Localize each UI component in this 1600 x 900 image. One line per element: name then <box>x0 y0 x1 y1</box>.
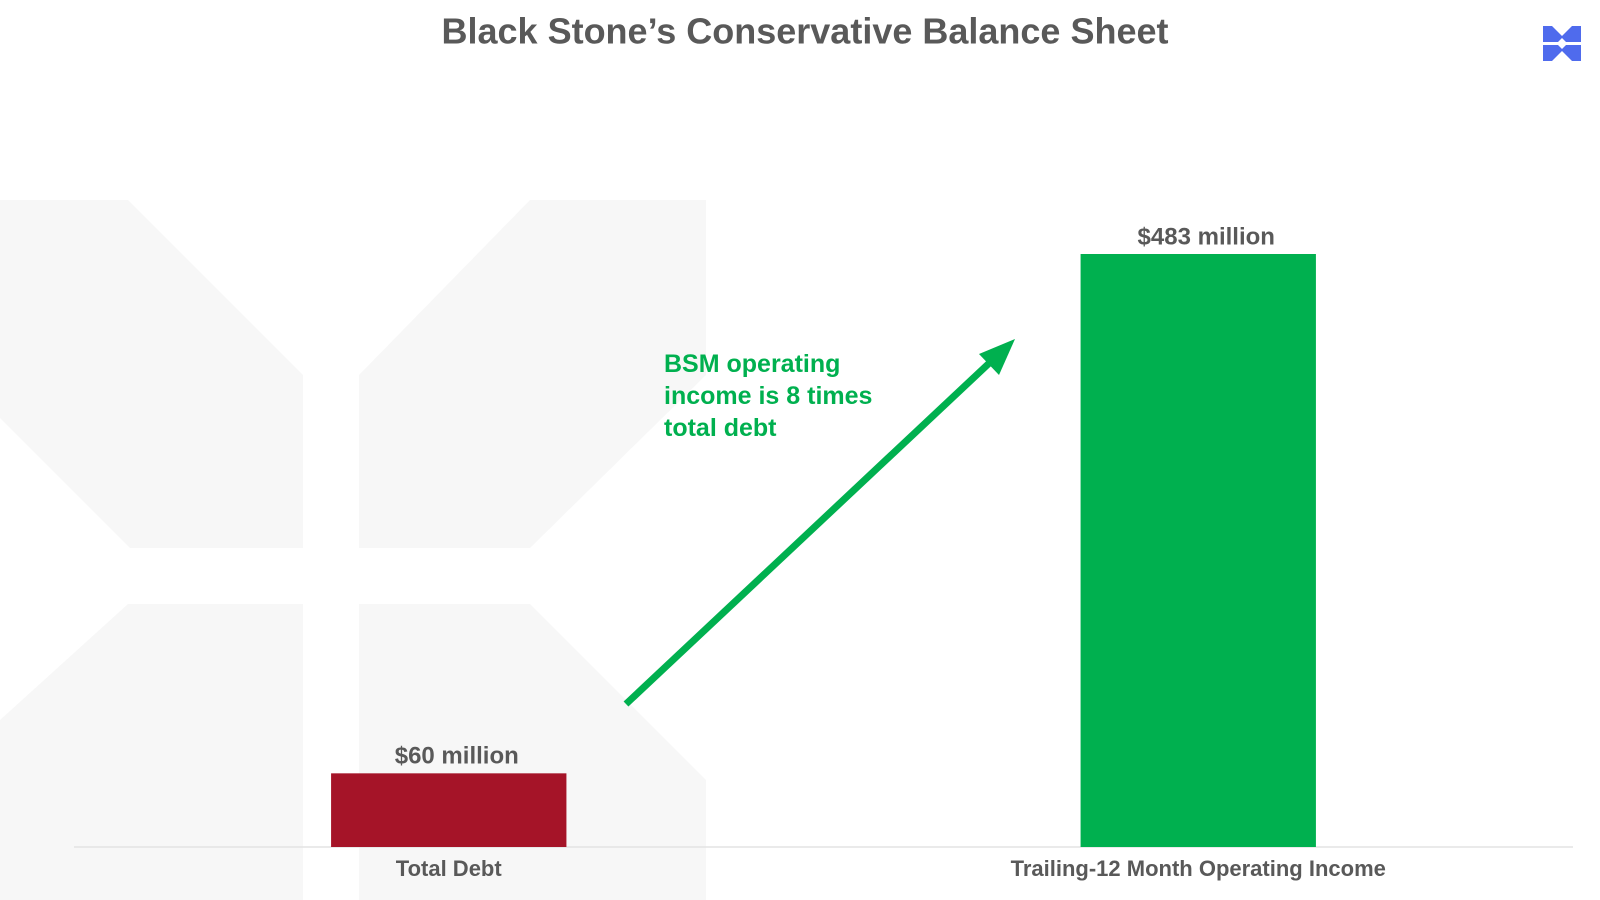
arrow <box>623 339 1015 707</box>
corner-logo <box>1543 26 1581 61</box>
value-label: $483 million <box>1138 223 1275 250</box>
bar <box>1080 254 1316 847</box>
x-tick-label: Total Debt <box>396 856 503 881</box>
annotation: BSM operating income is 8 times total de… <box>664 350 873 442</box>
x-tick-label: Trailing-12 Month Operating Income <box>1011 856 1386 881</box>
chart-title: Black Stone’s Conservative Balance Sheet <box>442 11 1169 52</box>
bar <box>331 773 567 847</box>
value-label: $60 million <box>395 743 519 770</box>
